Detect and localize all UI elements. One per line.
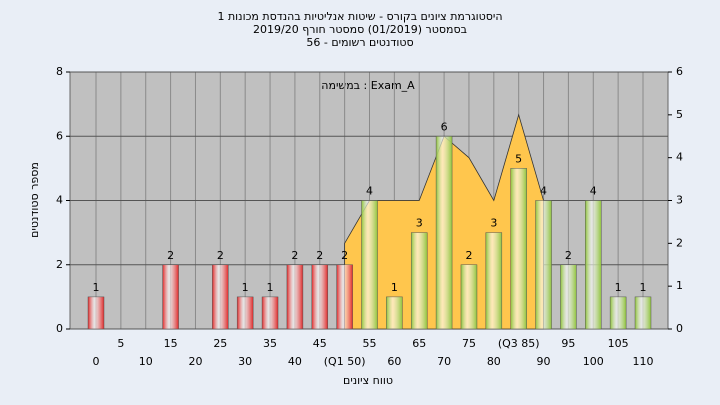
x-tick-label: 110 (633, 355, 654, 368)
x-tick-label: 30 (238, 355, 252, 368)
x-axis-label: טווח ציונים (343, 374, 393, 387)
value-label: 2 (167, 249, 174, 262)
bar (286, 264, 304, 330)
y-tick-label: 4 (56, 194, 63, 207)
y2-tick-label: 2 (676, 236, 683, 249)
bar (485, 232, 503, 330)
bar (634, 296, 652, 330)
x-tick-label: 65 (412, 337, 426, 350)
bar (261, 296, 279, 330)
x-tick-label: 90 (537, 355, 551, 368)
bar (236, 296, 254, 330)
title-line: בסמסטר (01/2019) סמסטר חורף 2019/20 (253, 23, 467, 36)
value-label: 1 (391, 281, 398, 294)
y2-tick-label: 1 (676, 279, 683, 292)
value-label: 2 (217, 249, 224, 262)
x-tick-label: 105 (608, 337, 629, 350)
value-label: 1 (242, 281, 249, 294)
value-label: 1 (267, 281, 274, 294)
x-tick-label: 45 (313, 337, 327, 350)
title-line: היסטוגרמת ציונים בקורס - שיטות אנליטיות … (217, 10, 502, 23)
y-tick-label: 8 (56, 65, 63, 78)
x-tick-label: 10 (139, 355, 153, 368)
bar (162, 264, 179, 330)
x-tick-label: 70 (437, 355, 451, 368)
value-label: 3 (490, 217, 497, 230)
value-label: 4 (540, 185, 547, 198)
x-tick-label: 55 (363, 337, 377, 350)
bar (386, 296, 403, 330)
bar (460, 264, 478, 330)
x-tick-label: 100 (583, 355, 604, 368)
x-tick-label: (Q3 85) (498, 337, 540, 350)
bar (410, 232, 428, 330)
value-label: 2 (465, 249, 472, 262)
bar (212, 264, 229, 330)
annotation: במשימה : Exam_A (321, 79, 415, 92)
y-tick-label: 2 (56, 258, 63, 271)
value-label: 2 (316, 249, 323, 262)
value-label: 4 (366, 185, 373, 198)
y2-tick-label: 4 (676, 151, 683, 164)
y2-tick-label: 6 (676, 65, 683, 78)
title-line: סטודנטים רשומים - 56 (306, 36, 413, 49)
y2-tick-label: 3 (676, 194, 683, 207)
value-label: 4 (590, 185, 597, 198)
y-tick-label: 6 (56, 129, 63, 142)
value-label: 2 (291, 249, 298, 262)
x-tick-label: 0 (93, 355, 100, 368)
value-label: 2 (565, 249, 572, 262)
bar (87, 296, 105, 330)
x-tick-label: 95 (561, 337, 575, 350)
value-label: 6 (441, 120, 448, 133)
bar (585, 200, 602, 330)
x-tick-label: (Q1 50) (324, 355, 366, 368)
value-label: 3 (416, 217, 423, 230)
bar (609, 296, 627, 330)
bar (435, 136, 453, 330)
x-tick-label: 5 (117, 337, 124, 350)
bar (560, 264, 577, 330)
value-label: 5 (515, 152, 522, 165)
y2-tick-label: 5 (676, 108, 683, 121)
x-tick-label: 40 (288, 355, 302, 368)
bar (336, 264, 353, 330)
x-tick-label: 80 (487, 355, 501, 368)
x-tick-label: 15 (164, 337, 178, 350)
x-tick-label: 20 (188, 355, 202, 368)
bar (361, 200, 378, 330)
y2-tick-label: 0 (676, 322, 683, 335)
value-label: 1 (93, 281, 100, 294)
x-tick-label: 75 (462, 337, 476, 350)
bar (510, 168, 527, 330)
bar (535, 200, 552, 330)
bar (311, 264, 329, 330)
value-label: 1 (615, 281, 622, 294)
value-label: 2 (341, 249, 348, 262)
x-tick-label: 60 (387, 355, 401, 368)
y-axis-label: מספר סטודנטים (28, 162, 41, 238)
x-tick-label: 25 (213, 337, 227, 350)
y-tick-label: 0 (56, 322, 63, 335)
x-tick-label: 35 (263, 337, 277, 350)
value-label: 1 (640, 281, 647, 294)
